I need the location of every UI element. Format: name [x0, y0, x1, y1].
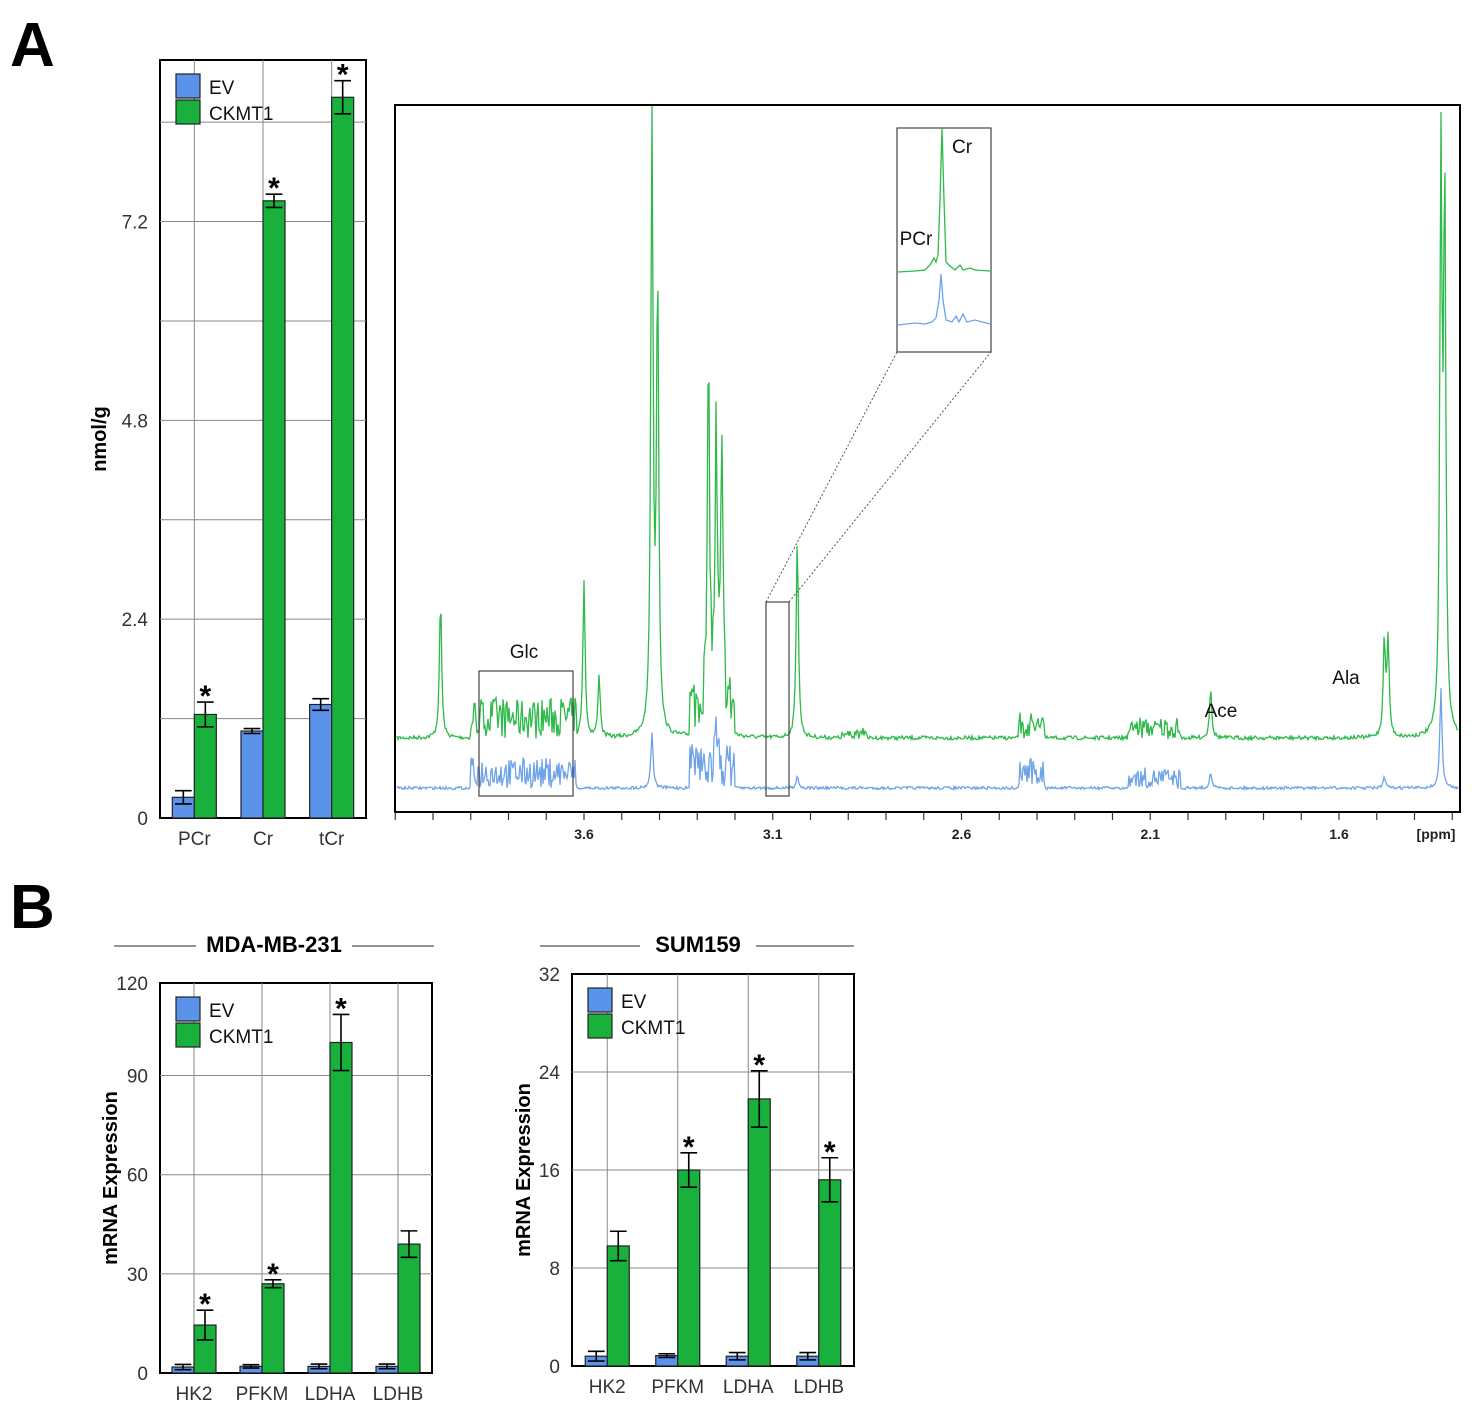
- y-tick-label: 2.4: [122, 610, 149, 631]
- y-tick-label: 24: [539, 1063, 561, 1084]
- x-unit-label: [ppm]: [1417, 826, 1456, 842]
- y-tick-label: 0: [549, 1357, 560, 1378]
- bar-ev-tcr: [309, 703, 333, 819]
- legend-swatch-ckmt1: [175, 99, 201, 125]
- bar-ckmt1-tcr: [331, 96, 355, 819]
- bar-ckmt1-pfkm: [677, 1169, 701, 1367]
- legend-swatch-ev: [587, 987, 613, 1013]
- legend-swatch-ckmt1: [175, 1022, 201, 1048]
- x-tick-label: LDHB: [373, 1384, 424, 1405]
- significance-star: *: [267, 1258, 279, 1291]
- zoom-line: [765, 351, 898, 603]
- legend-swatch-ev: [175, 73, 201, 99]
- panel-b-sum159-chart: 0 8 16 24 32 mRNA Expression HK2 * PFKM * LDHA * LDH…: [513, 932, 855, 1398]
- x-tick-label: LDHA: [305, 1384, 356, 1405]
- y-tick-label: 4.8: [122, 411, 148, 432]
- panel-a-nmr-spectrum: 3.6 3.1 2.6 2.1 1.6 [ppm] Glc Cr PCr Ace Ala: [394, 104, 1461, 842]
- y-tick-label: 8: [549, 1259, 560, 1280]
- label-pcr: PCr: [900, 229, 933, 250]
- y-axis-label: mRNA Expression: [513, 1083, 535, 1257]
- x-tick-label: PCr: [178, 829, 211, 850]
- inset-trace-ckmt1: [897, 127, 991, 273]
- panel-a-bar-chart: 0 2.4 4.8 7.2 nmol/g * PCr * Cr * tCr EV CKMT1: [89, 59, 367, 850]
- x-tick-label: HK2: [176, 1384, 213, 1405]
- legend-label-ckmt1: CKMT1: [209, 104, 273, 125]
- spectrum-trace-ev: [396, 688, 1459, 791]
- bar-ckmt1-ldhb: [818, 1179, 842, 1367]
- panel-letter-b: B: [10, 873, 55, 942]
- x-tick-label: HK2: [589, 1377, 626, 1398]
- y-tick-label: 0: [137, 1364, 148, 1385]
- bar-ev-cr: [240, 730, 264, 819]
- cr-box: [765, 601, 790, 797]
- legend-label-ev: EV: [621, 992, 647, 1013]
- significance-star: *: [824, 1136, 836, 1169]
- y-tick-label: 0: [137, 809, 148, 830]
- significance-star: *: [753, 1049, 765, 1082]
- y-tick-label: 60: [127, 1166, 148, 1187]
- y-axis-label: nmol/g: [89, 406, 111, 472]
- y-tick-label: 7.2: [122, 213, 148, 234]
- significance-star: *: [335, 992, 347, 1025]
- x-tick-label: LDHA: [723, 1377, 774, 1398]
- y-tick-label: 30: [127, 1265, 148, 1286]
- chart-title: MDA-MB-231: [206, 932, 342, 957]
- bar-ckmt1-cr: [262, 200, 286, 819]
- y-tick-label: 16: [539, 1161, 560, 1182]
- label-ala: Ala: [1332, 668, 1360, 689]
- spectrum-trace-ckmt1: [396, 105, 1459, 742]
- x-tick-label: PFKM: [651, 1377, 704, 1398]
- inset-trace-ev: [897, 273, 991, 326]
- plot-frame: [159, 982, 433, 1374]
- chart-title: SUM159: [655, 932, 741, 957]
- legend-swatch-ev: [175, 996, 201, 1022]
- x-tick-label: 2.1: [1141, 826, 1161, 842]
- x-tick-label: 1.6: [1329, 826, 1349, 842]
- bar-ckmt1-ldha: [329, 1041, 353, 1374]
- significance-star: *: [268, 172, 280, 205]
- bar-ckmt1-ldha: [747, 1098, 771, 1367]
- legend-label-ckmt1: CKMT1: [209, 1027, 273, 1048]
- label-ace: Ace: [1205, 701, 1238, 722]
- y-axis-label: mRNA Expression: [100, 1091, 122, 1265]
- bar-ckmt1-pcr: [193, 713, 217, 819]
- y-tick-label: 90: [127, 1067, 148, 1088]
- significance-star: *: [683, 1131, 695, 1164]
- x-tick-label: 2.6: [952, 826, 972, 842]
- significance-star: *: [337, 59, 349, 92]
- significance-star: *: [199, 1288, 211, 1321]
- legend-swatch-ckmt1: [587, 1013, 613, 1039]
- zoom-line: [788, 351, 992, 603]
- label-cr: Cr: [952, 137, 973, 158]
- x-tick-label: tCr: [319, 829, 345, 850]
- legend-label-ev: EV: [209, 78, 235, 99]
- legend-label-ev: EV: [209, 1001, 235, 1022]
- label-glc: Glc: [510, 642, 539, 663]
- significance-star: *: [199, 680, 211, 713]
- panel-b-mda-chart: 0 30 60 90 120 mRNA Expression * HK2 * PFKM * LDHA L…: [100, 932, 434, 1405]
- x-tick-label: Cr: [253, 829, 274, 850]
- bar-ckmt1-hk2: [606, 1245, 630, 1367]
- x-tick-label: LDHB: [793, 1377, 844, 1398]
- y-tick-label: 32: [539, 965, 560, 986]
- spectrum-frame: [394, 104, 1461, 813]
- inset-box: [896, 127, 992, 353]
- bar-ckmt1-ldhb: [397, 1243, 421, 1374]
- panel-letter-a: A: [10, 11, 55, 80]
- x-tick-label: 3.6: [574, 826, 594, 842]
- y-tick-label: 120: [116, 974, 148, 995]
- x-tick-label: PFKM: [236, 1384, 289, 1405]
- x-tick-label: 3.1: [763, 826, 783, 842]
- bar-ckmt1-pfkm: [261, 1283, 285, 1374]
- legend-label-ckmt1: CKMT1: [621, 1018, 685, 1039]
- glc-box: [478, 670, 574, 797]
